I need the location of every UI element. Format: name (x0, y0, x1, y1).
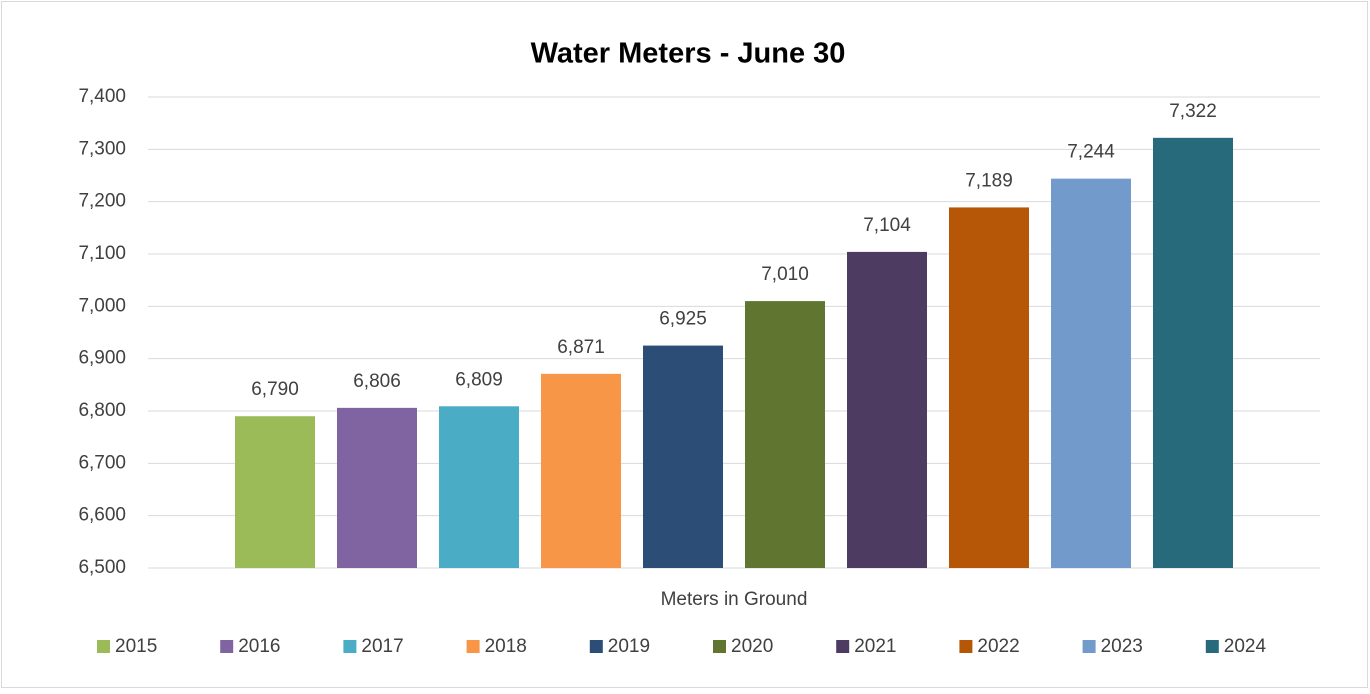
bar (541, 373, 621, 568)
data-label: 7,244 (1067, 142, 1115, 163)
y-tick-label: 6,600 (78, 505, 126, 526)
legend-swatch (1082, 640, 1096, 653)
y-tick-label: 7,200 (78, 191, 126, 212)
bar (1051, 178, 1131, 568)
legend-swatch (959, 640, 973, 653)
data-label: 6,806 (353, 371, 401, 392)
bar (745, 301, 825, 568)
bar (235, 416, 315, 568)
y-tick-label: 7,400 (78, 86, 126, 107)
bar (847, 251, 927, 568)
data-label: 6,871 (557, 337, 605, 358)
data-label: 6,790 (251, 379, 299, 400)
legend-label: 2023 (1101, 636, 1143, 657)
legend-swatch (343, 640, 357, 653)
legend-label: 2021 (854, 636, 896, 657)
legend-swatch (1205, 640, 1219, 653)
y-tick-label: 7,300 (78, 138, 126, 159)
y-tick-label: 7,000 (78, 295, 126, 316)
legend-label: 2015 (115, 636, 157, 657)
legend-label: 2020 (731, 636, 773, 657)
chart-title: Water Meters - June 30 (531, 38, 846, 70)
legend-swatch (713, 640, 726, 653)
legend-label: 2017 (361, 636, 403, 657)
legend-label: 2022 (977, 636, 1019, 657)
legend-swatch (220, 640, 234, 653)
data-label: 7,104 (863, 215, 911, 236)
bar (439, 406, 519, 568)
legend-label: 2016 (238, 636, 280, 657)
legend-swatch (466, 640, 480, 653)
y-tick-label: 6,500 (78, 557, 126, 578)
y-tick-label: 6,800 (78, 400, 126, 421)
y-tick-label: 6,700 (78, 452, 126, 473)
data-label: 6,925 (659, 309, 707, 330)
data-label: 7,322 (1169, 101, 1217, 122)
data-label: 7,189 (965, 170, 1013, 191)
legend-label: 2024 (1224, 636, 1267, 657)
y-tick-label: 6,900 (78, 348, 126, 369)
bar (949, 207, 1029, 568)
bar (643, 345, 723, 568)
y-tick-label: 7,100 (78, 243, 126, 264)
legend-swatch (836, 640, 850, 653)
data-label: 6,809 (455, 369, 503, 390)
x-tick-label: Meters in Ground (661, 589, 808, 610)
legend-swatch (97, 640, 110, 653)
bar (337, 407, 417, 568)
legend-label: 2019 (608, 636, 650, 657)
bar (1153, 137, 1233, 568)
data-label: 7,010 (761, 264, 809, 285)
legend-label: 2018 (485, 636, 527, 657)
legend-swatch (589, 640, 603, 653)
